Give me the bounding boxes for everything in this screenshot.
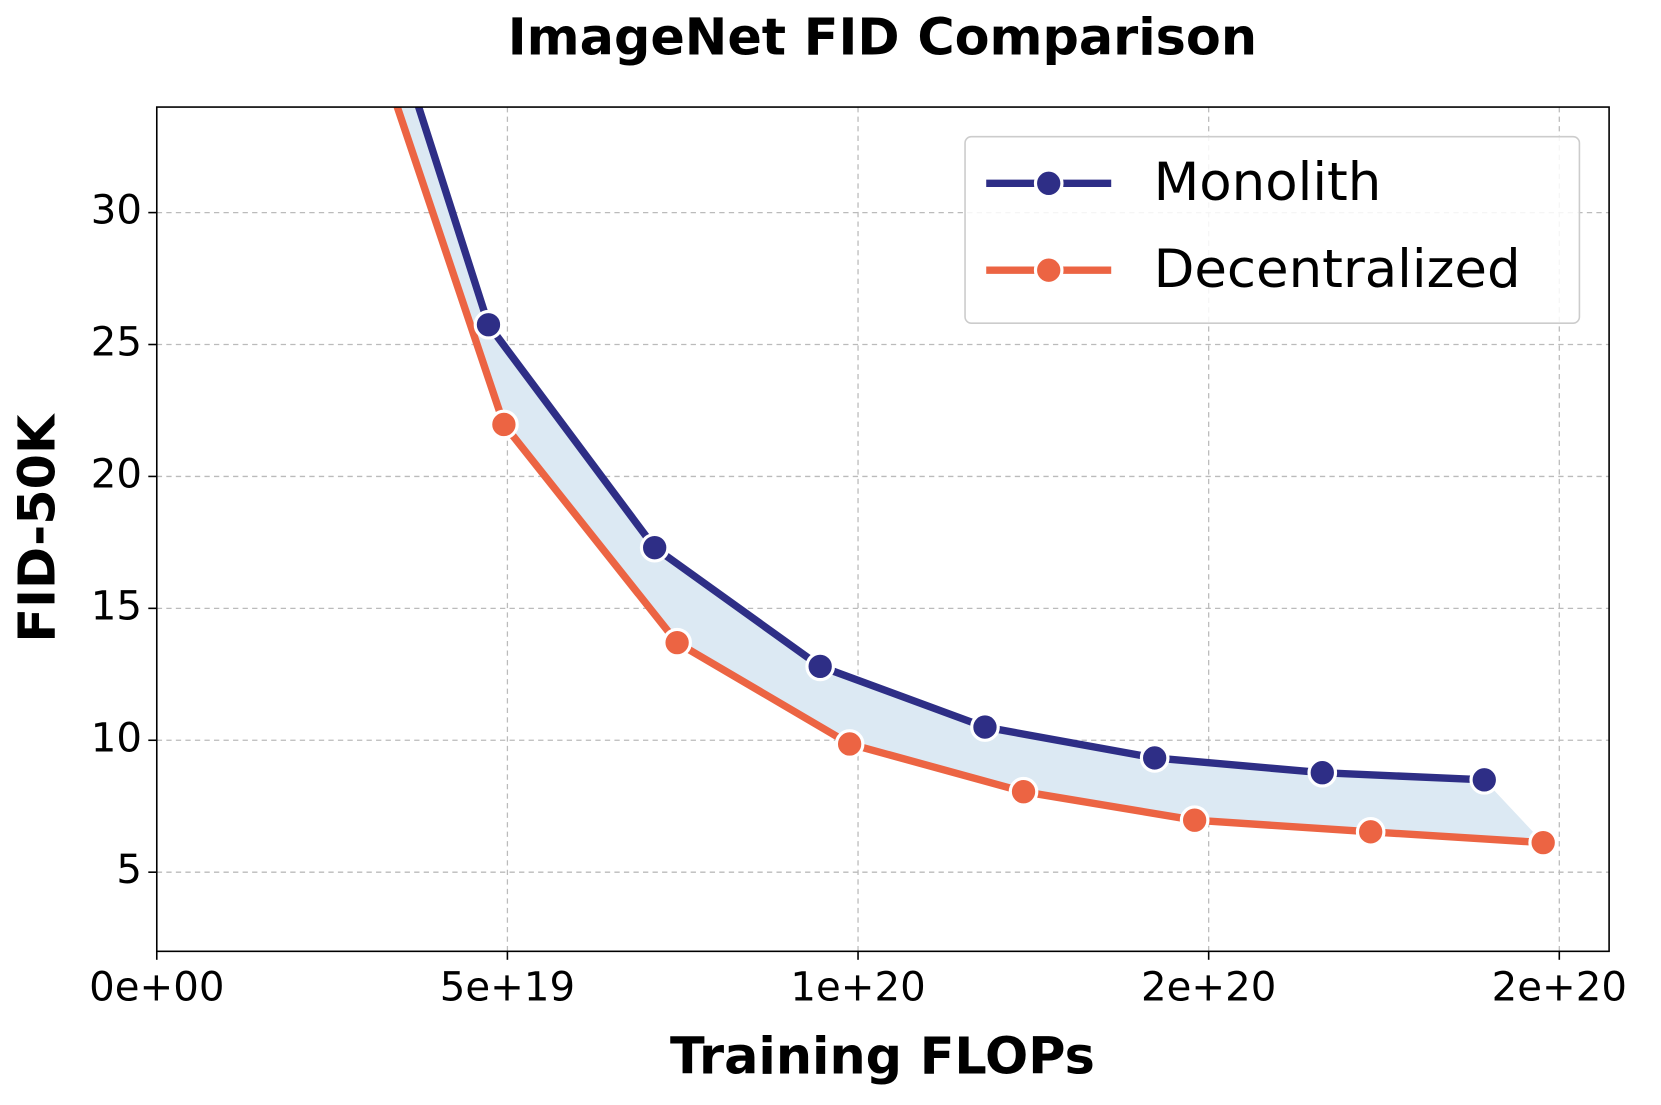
data-point [473, 309, 504, 340]
data-point [1469, 765, 1500, 795]
legend-marker [1033, 168, 1064, 199]
legend-box [964, 135, 1581, 324]
series-line [414, 107, 1485, 784]
data-point [970, 712, 1000, 742]
y-tick-label: 25 [91, 320, 142, 366]
x-tick-label: 5e+19 [440, 964, 575, 1010]
data-point [805, 651, 836, 682]
data-point [662, 627, 692, 658]
y-tick-label: 20 [91, 451, 142, 497]
legend-label: Monolith [1154, 152, 1382, 213]
x-axis-label: Training FLOPs [670, 1026, 1095, 1085]
legend-label: Decentralized [1154, 239, 1521, 300]
y-tick-label: 5 [116, 847, 142, 893]
data-point [1528, 827, 1559, 858]
data-point [1179, 805, 1210, 836]
chart-title: ImageNet FID Comparison [508, 7, 1257, 66]
plot-area [393, 107, 1559, 858]
data-point [834, 729, 865, 759]
data-point [1139, 743, 1170, 773]
y-tick-label: 10 [91, 715, 142, 761]
y-tick-label: 15 [91, 583, 142, 629]
x-tick-label: 0e+00 [89, 964, 224, 1010]
x-tick-label: 2e+20 [1492, 964, 1627, 1010]
data-point [1307, 757, 1338, 788]
y-tick-label: 30 [91, 188, 142, 234]
y-axis-label: FID-50K [7, 413, 66, 643]
x-tick-label: 2e+20 [1141, 964, 1276, 1010]
data-point [639, 532, 670, 563]
data-point [489, 409, 519, 440]
series-line [393, 107, 1544, 847]
plot-frame [155, 106, 1610, 953]
data-point [1355, 816, 1386, 847]
x-tick-label: 1e+20 [790, 964, 925, 1010]
legend-marker [1033, 255, 1064, 286]
data-point [1008, 776, 1039, 807]
